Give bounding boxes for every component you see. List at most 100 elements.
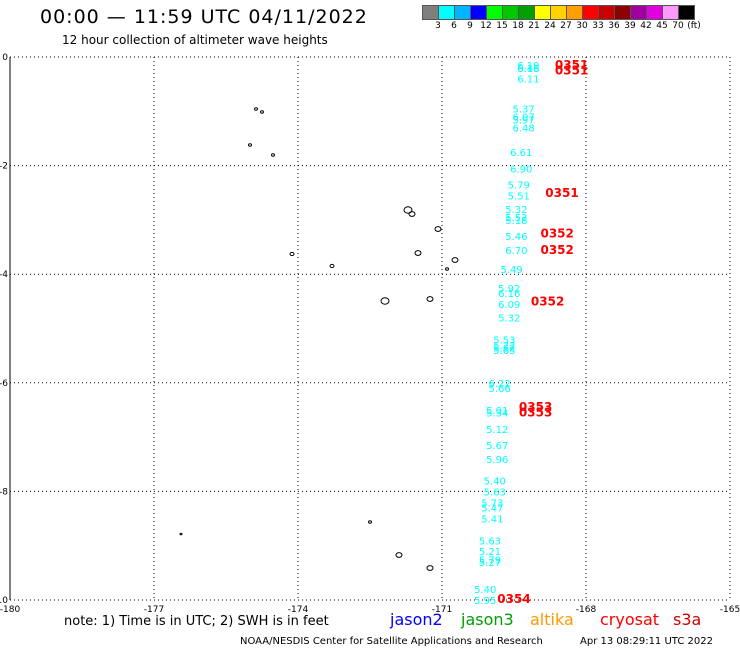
wave-height-label: 5.37: [512, 105, 534, 116]
wave-height-label: 5.92: [498, 284, 520, 295]
wave-height-label: 6.61: [510, 148, 532, 159]
wave-height-label: 5.52: [505, 213, 527, 224]
island-outline: [451, 257, 459, 263]
wave-height-label: 6.48: [517, 64, 539, 75]
x-tick-label: -174: [288, 605, 309, 615]
wave-height-label: 5.12: [486, 425, 508, 436]
wave-height-label: 6.11: [517, 75, 539, 86]
footer-timestamp: Apr 13 08:29:11 UTC 2022: [580, 636, 713, 647]
island-outline: [434, 226, 442, 232]
wave-height-label: 6.07: [512, 113, 534, 124]
wave-height-label: 5.49: [500, 265, 522, 276]
units-note: note: 1) Time is in UTC; 2) SWH is in fe…: [64, 614, 329, 629]
cryosat-time-label: 0351: [555, 64, 588, 78]
wave-height-label: 5.32: [498, 314, 520, 325]
island-outline: [329, 263, 335, 269]
wave-height-label: 5.53: [493, 335, 515, 346]
wave-height-label: 5.34: [486, 409, 508, 420]
color-scale-label: 39: [624, 21, 636, 31]
legend-jason3: jason3: [461, 610, 514, 629]
color-scale-label: 12: [480, 21, 492, 31]
wave-height-label: 5.79: [479, 555, 501, 566]
wave-height-label: 5.97: [512, 115, 534, 126]
map-title: 00:00 — 11:59 UTC 04/11/2022: [40, 6, 368, 28]
color-scale-label: 45: [656, 21, 668, 31]
color-scale-label: (ft): [687, 21, 701, 31]
cryosat-time-label: 0351: [545, 186, 578, 200]
wave-height-label: 5.62: [493, 344, 515, 355]
axis-tick-labels: -180 -177 -174 -171 -168 -165 0 -2 -4 -6 -8 -10: [0, 53, 740, 615]
wave-height-label: 5.63: [479, 536, 501, 547]
y-tick-label: -4: [0, 270, 8, 280]
wave-height-label: 5.79: [508, 181, 530, 192]
wave-height-label: 5.40: [484, 477, 506, 488]
cryosat-time-label: 0354: [497, 592, 530, 606]
island-outline: [368, 520, 372, 524]
x-tick-label: -180: [0, 605, 20, 615]
color-scale-label: 24: [544, 21, 556, 31]
island-outline: [260, 110, 264, 114]
island-outline: [271, 153, 275, 157]
color-scale-label: 36: [608, 21, 620, 31]
footer-credit: NOAA/NESDIS Center for Satellite Applica…: [240, 636, 543, 647]
legend-altika: altika: [530, 610, 574, 629]
map-subtitle: 12 hour collection of altimeter wave hei…: [62, 33, 328, 47]
cryosat-time-label: 0353: [519, 406, 552, 420]
wave-height-label: 5.21: [479, 547, 501, 558]
wave-height-label: 6.90: [510, 164, 532, 175]
wave-height-label: 5.47: [481, 504, 503, 515]
island-outline: [380, 297, 390, 305]
island-outline: [254, 107, 258, 111]
y-tick-label: -8: [0, 487, 8, 497]
cryosat-time-label: 0352: [531, 294, 564, 308]
island-outline: [426, 565, 434, 571]
color-scale-label: 6: [451, 21, 457, 31]
color-scale-label: 70: [672, 21, 684, 31]
wave-height-label: 5.96: [486, 455, 508, 466]
y-tick-label: -6: [0, 379, 8, 389]
x-tick-label: -168: [576, 605, 597, 615]
color-scale-label: 21: [528, 21, 540, 31]
map-grid: [9, 56, 731, 601]
wave-height-label: 5.40: [474, 585, 496, 596]
cryosat-time-label: 0351: [555, 58, 588, 72]
color-scale-label: 15: [496, 21, 508, 31]
x-tick-label: -177: [144, 605, 164, 615]
wave-height-label: 5.51: [508, 191, 530, 202]
island-outline: [395, 552, 403, 558]
cryosat-time-label: 0353: [519, 400, 552, 414]
wave-height-label: 6.70: [505, 246, 527, 257]
wave-height-label: 5.63: [484, 487, 506, 498]
x-tick-label: -165: [720, 605, 740, 615]
island-outline: [403, 206, 413, 214]
wave-height-label: 6.19: [517, 61, 539, 72]
island-outline: [414, 250, 422, 256]
wave-height-label: 6.16: [498, 289, 520, 300]
island-outline: [408, 211, 416, 217]
color-swatch: [678, 5, 695, 20]
legend-s3a: s3a: [673, 610, 702, 629]
wave-height-label: 5.32: [505, 205, 527, 216]
color-scale-label: 42: [640, 21, 652, 31]
wave-height-label: 5.01: [486, 406, 508, 417]
wave-height-label: 5.18: [505, 216, 527, 227]
wave-height-label: 5.41: [481, 515, 503, 526]
wave-height-label: 5.95: [474, 596, 496, 607]
altimeter-measurements: 6.196.166.486.115.376.075.976.486.616.90…: [474, 58, 588, 607]
wave-height-label: 5.46: [505, 232, 527, 243]
x-tick-label: -171: [432, 605, 452, 615]
legend-jason2: jason2: [390, 610, 443, 629]
color-scale-label: 3: [435, 21, 441, 31]
wave-height-label: 6.09: [498, 300, 520, 311]
wave-height-color-scale: [422, 5, 695, 20]
wave-height-label: 6.48: [512, 124, 534, 135]
y-tick-label: -10: [0, 596, 8, 606]
cryosat-time-label: 0352: [540, 226, 573, 240]
island-outline: [426, 296, 434, 302]
wave-height-label: 6.16: [517, 64, 539, 75]
y-tick-label: -2: [0, 162, 8, 172]
wave-height-label: 5.66: [488, 384, 510, 395]
wave-height-label: 5.73: [481, 498, 503, 509]
color-scale-label: 30: [576, 21, 588, 31]
